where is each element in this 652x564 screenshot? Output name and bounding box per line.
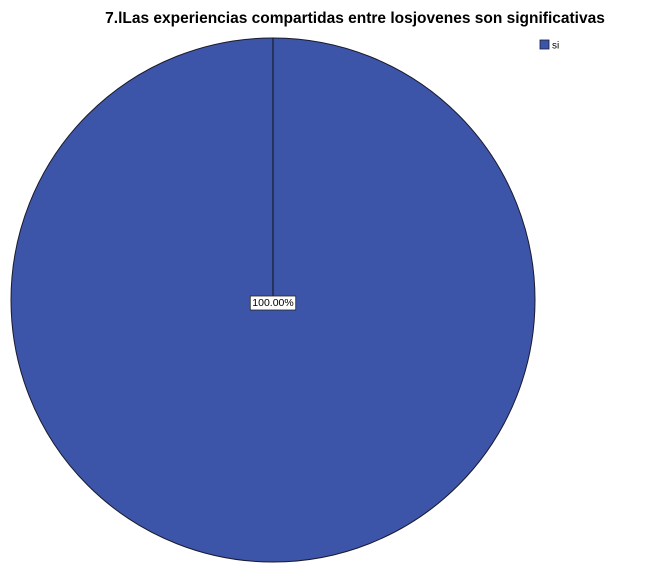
legend-swatch-si (539, 39, 550, 50)
data-label-si: 100.00% (249, 295, 297, 311)
data-label-box (249, 295, 297, 311)
legend-label-si: si (552, 41, 559, 52)
chart-title: 7.lLas experiencias compartidas entre lo… (105, 10, 605, 27)
data-label-text: 100.00% (252, 297, 293, 309)
data-labels: 100.00% (249, 295, 297, 311)
legend: si (539, 39, 559, 52)
